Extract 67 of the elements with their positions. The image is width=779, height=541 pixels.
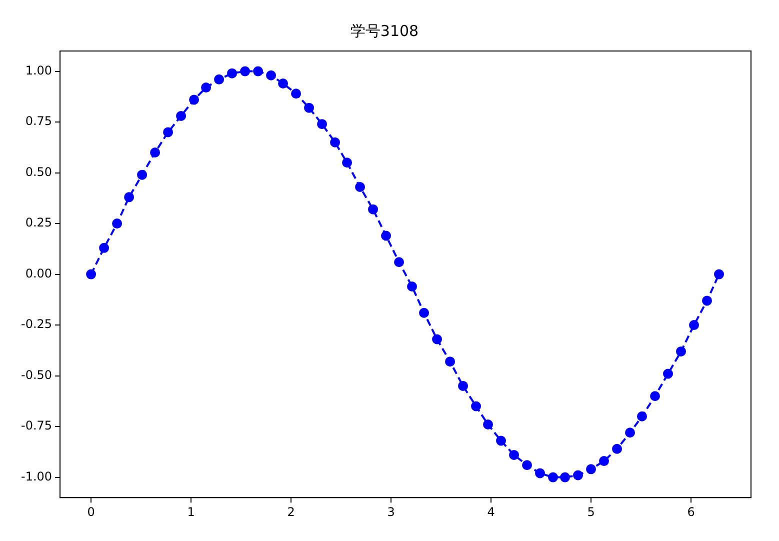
point xyxy=(419,308,430,318)
point xyxy=(625,428,636,438)
point xyxy=(368,204,378,214)
point xyxy=(189,94,200,105)
point xyxy=(612,444,622,454)
point xyxy=(86,269,96,280)
point xyxy=(99,242,110,253)
point xyxy=(201,82,212,93)
point xyxy=(163,127,174,138)
y-tick-label: 1.00 xyxy=(25,63,52,78)
point xyxy=(535,468,546,478)
point xyxy=(509,450,520,460)
point xyxy=(560,472,570,482)
point xyxy=(676,346,686,356)
point xyxy=(445,356,456,367)
y-tick-label: -0.25 xyxy=(20,317,52,332)
point xyxy=(407,281,418,292)
point xyxy=(342,158,352,168)
point xyxy=(355,182,366,192)
point xyxy=(599,456,610,466)
point xyxy=(330,137,340,148)
point xyxy=(176,110,186,121)
x-tick-label: 6 xyxy=(687,504,695,519)
x-tick-label: 1 xyxy=(187,504,195,519)
y-tick-label: 0.75 xyxy=(25,114,52,128)
y-tick-label: -1.00 xyxy=(20,469,52,484)
point xyxy=(278,78,288,88)
y-tick-label: 0.00 xyxy=(25,266,52,280)
point xyxy=(137,170,148,180)
point xyxy=(522,460,532,470)
point xyxy=(214,74,224,84)
point xyxy=(150,148,160,158)
point xyxy=(663,368,674,379)
point xyxy=(381,230,392,241)
chart-title: 学号3108 xyxy=(350,22,419,40)
point xyxy=(548,472,558,482)
point xyxy=(227,68,238,78)
point xyxy=(496,436,506,446)
point xyxy=(394,257,404,268)
x-tick-label: 4 xyxy=(487,504,495,519)
point xyxy=(689,320,700,330)
y-tick-label: -0.75 xyxy=(20,418,52,433)
point xyxy=(266,70,276,80)
point xyxy=(702,296,712,306)
point xyxy=(304,102,314,113)
y-tick-label: -0.50 xyxy=(20,368,52,382)
point xyxy=(317,119,328,130)
x-tick-label: 0 xyxy=(87,504,95,519)
point xyxy=(124,192,134,202)
point xyxy=(714,269,724,280)
x-tick-label: 2 xyxy=(287,504,295,519)
y-tick-label: 0.25 xyxy=(25,216,52,230)
point xyxy=(458,380,468,391)
y-tick-label: 0.50 xyxy=(25,164,52,179)
point xyxy=(637,411,648,422)
point xyxy=(253,66,264,76)
point xyxy=(240,66,250,76)
point xyxy=(291,88,302,99)
x-tick-label: 3 xyxy=(387,504,395,519)
point xyxy=(573,470,584,480)
point xyxy=(586,464,596,474)
x-tick-label: 5 xyxy=(587,504,595,519)
point xyxy=(432,334,442,344)
point xyxy=(471,401,482,412)
point xyxy=(650,391,660,402)
point xyxy=(483,420,494,430)
point xyxy=(112,218,122,229)
